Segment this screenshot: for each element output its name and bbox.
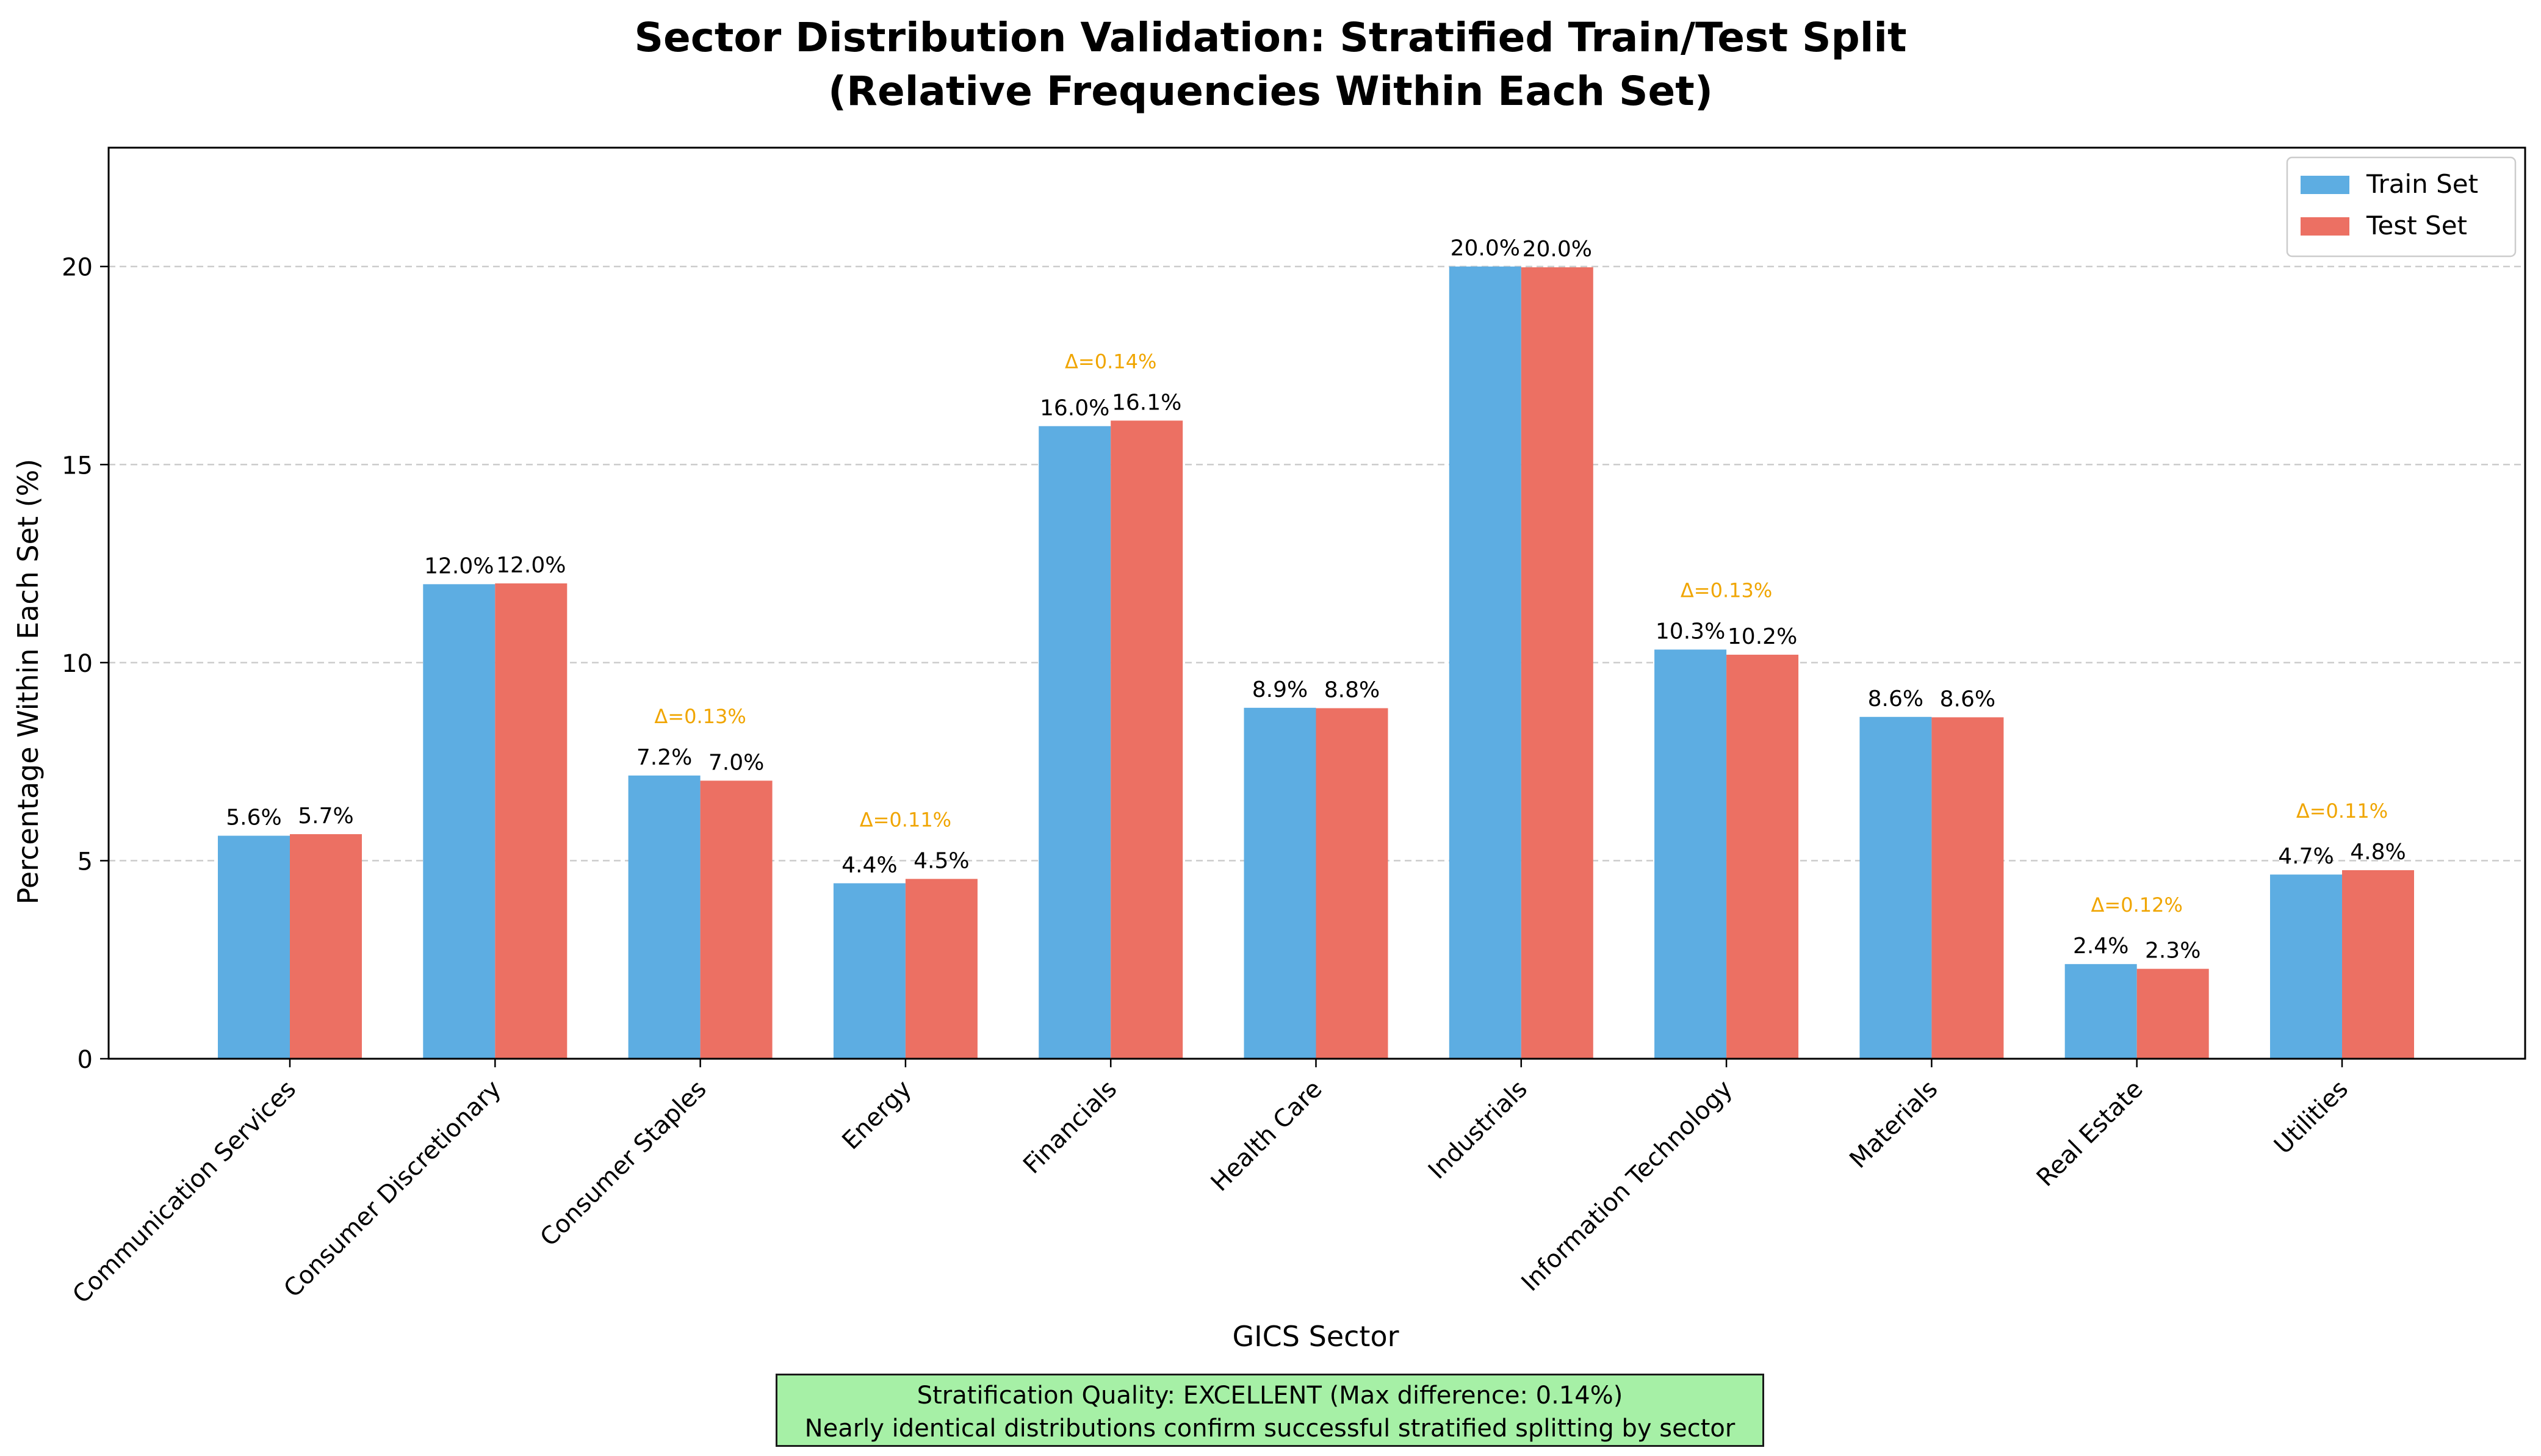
bar-test [1726, 654, 1799, 1059]
chart-title: Sector Distribution Validation: Stratifi… [0, 11, 2541, 118]
x-tick-label: Industrials [1423, 1075, 1533, 1185]
bar-value-label: 7.0% [708, 750, 764, 775]
x-tick-label: Consumer Staples [535, 1075, 712, 1252]
delta-annotation: Δ=0.13% [654, 705, 746, 728]
x-tick-label: Materials [1844, 1075, 1943, 1174]
bar-test [2342, 870, 2414, 1059]
plot-frame [107, 146, 2526, 1060]
delta-annotation: Δ=0.11% [860, 808, 951, 831]
quality-line1: Stratification Quality: EXCELLENT (Max d… [917, 1382, 1623, 1410]
y-tick-label: 20 [62, 254, 93, 282]
delta-annotation: Δ=0.11% [2296, 799, 2388, 823]
x-tick-label: Financials [1018, 1075, 1122, 1180]
bars [218, 266, 2414, 1059]
bar-value-label: 4.8% [2350, 840, 2406, 865]
bar-train [2270, 874, 2342, 1059]
bar-train [1859, 716, 1932, 1059]
bar-value-label: 16.0% [1040, 395, 1109, 420]
delta-annotation: Δ=0.13% [1681, 578, 1772, 602]
bar-value-label: 8.9% [1252, 677, 1308, 702]
x-tick-label: Utilities [2269, 1075, 2354, 1160]
bar-test [1111, 420, 1183, 1059]
bar-value-label: 8.6% [1868, 687, 1923, 712]
y-tick-label: 10 [62, 650, 93, 678]
delta-annotation: Δ=0.12% [2091, 893, 2183, 917]
data-labels: 5.6% 5.7%12.0% 12.0%7.2% 7.0%4.4% 4.5%16.0% 1… [226, 236, 2406, 964]
bar-value-label: 20.0% [1523, 237, 1592, 262]
legend-swatch [2301, 176, 2349, 194]
bar-value-label: 5.6% [226, 805, 281, 831]
legend-label: Test Set [2366, 211, 2467, 240]
bar-train [2064, 964, 2137, 1059]
x-tick-label: Information Technology [1516, 1075, 1738, 1297]
quality-line2: Nearly identical distributions confirm s… [804, 1415, 1735, 1443]
chart-title-line1: Sector Distribution Validation: Stratifi… [634, 14, 1907, 61]
bar-train [1244, 707, 1316, 1059]
x-tick-label: Real Estate [2031, 1075, 2149, 1192]
bar-value-label: 8.8% [1324, 678, 1380, 703]
bar-value-label: 20.0% [1451, 236, 1520, 261]
x-tick-label: Consumer Discretionary [278, 1075, 506, 1303]
x-tick-label: Communication Services [67, 1075, 301, 1310]
bar-value-label: 16.1% [1112, 390, 1181, 415]
bar-train [1449, 266, 1521, 1059]
bar-test [1316, 708, 1388, 1059]
stratification-quality-box: Stratification Quality: EXCELLENT (Max d… [776, 1374, 1764, 1447]
bar-value-label: 4.4% [842, 852, 897, 878]
bar-test [700, 780, 773, 1059]
bar-value-label: 12.0% [496, 553, 566, 578]
bar-test [905, 879, 978, 1059]
bar-train [1654, 649, 1727, 1059]
y-tick-label: 0 [77, 1046, 93, 1074]
chart-title-line2: (Relative Frequencies Within Each Set) [827, 68, 1714, 115]
bar-test [1931, 717, 2004, 1059]
bar-train [218, 835, 290, 1059]
bar-train [833, 883, 906, 1059]
x-tick-label: Energy [837, 1075, 917, 1156]
y-tick-label: 5 [77, 848, 93, 876]
bar-test [495, 583, 568, 1059]
bar-value-label: 10.3% [1656, 619, 1725, 644]
bar-value-label: 4.5% [914, 848, 969, 873]
legend-label: Train Set [2366, 169, 2478, 199]
legend: Train Set Test Set [2286, 156, 2517, 258]
bar-train [1039, 426, 1111, 1059]
x-axis-title: GICS Sector [1232, 1320, 1399, 1353]
delta-annotation: Δ=0.14% [1065, 350, 1156, 373]
bar-value-label: 8.6% [1940, 687, 1995, 712]
bar-test [2136, 968, 2209, 1059]
bar-value-label: 4.7% [2278, 844, 2334, 869]
x-tick-label: Health Care [1206, 1075, 1328, 1197]
bar-test [290, 834, 362, 1059]
bar-value-label: 2.3% [2145, 939, 2200, 964]
y-tick-label: 15 [62, 452, 93, 480]
bar-value-label: 12.0% [424, 553, 494, 578]
bar-test [1521, 267, 1593, 1059]
bar-value-label: 7.2% [636, 745, 692, 770]
bar-value-label: 5.7% [298, 804, 353, 829]
bar-train [628, 775, 701, 1059]
bar-value-label: 2.4% [2073, 934, 2128, 959]
y-axis-title: Percentage Within Each Set (%) [12, 459, 45, 904]
bar-value-label: 10.2% [1728, 624, 1797, 649]
legend-swatch [2301, 217, 2349, 236]
bar-train [423, 584, 496, 1059]
